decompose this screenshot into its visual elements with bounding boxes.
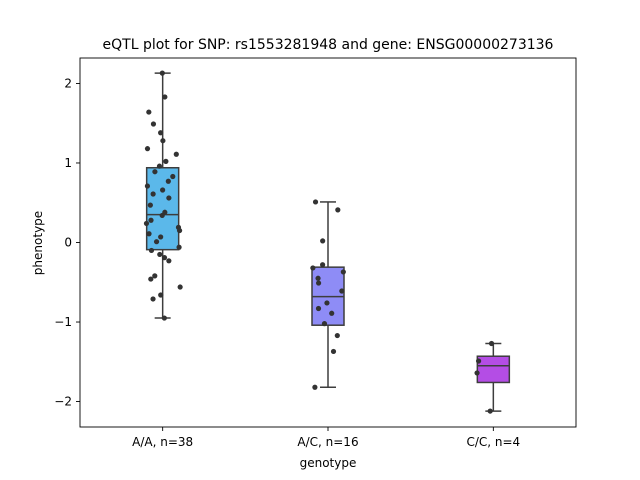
data-point — [148, 247, 155, 254]
data-point — [330, 348, 337, 355]
data-point — [152, 169, 158, 175]
data-point — [487, 408, 493, 414]
data-point — [160, 187, 166, 193]
data-point — [156, 163, 163, 169]
data-point — [147, 202, 153, 208]
data-point — [173, 151, 179, 157]
data-point — [312, 199, 319, 205]
data-point — [146, 231, 152, 237]
y-tick-label: 1 — [64, 156, 72, 170]
y-axis-label: phenotype — [31, 211, 45, 275]
data-point — [170, 173, 176, 180]
data-point — [144, 183, 151, 189]
data-point — [153, 239, 160, 245]
x-tick-label: A/A, n=38 — [132, 435, 193, 449]
data-point — [315, 305, 322, 312]
chart-title: eQTL plot for SNP: rs1553281948 and gene… — [103, 37, 554, 53]
data-point — [159, 212, 165, 219]
data-point — [320, 262, 326, 268]
data-point — [339, 288, 345, 294]
data-point — [340, 269, 346, 275]
data-point — [152, 273, 158, 279]
data-point — [474, 370, 480, 376]
data-point — [150, 296, 156, 302]
data-point — [329, 310, 335, 316]
data-point — [144, 146, 151, 152]
data-point — [159, 70, 165, 76]
data-point — [488, 340, 495, 347]
data-point — [315, 280, 322, 286]
iqr-box — [476, 355, 511, 384]
data-point — [161, 315, 167, 321]
data-point — [150, 121, 157, 127]
data-point — [157, 251, 163, 258]
data-point — [166, 258, 172, 264]
x-tick-label: A/C, n=16 — [297, 435, 358, 449]
y-tick-label: −2 — [54, 395, 72, 409]
data-point — [165, 178, 171, 184]
data-point — [315, 275, 321, 281]
data-point — [161, 255, 168, 261]
data-point — [162, 94, 168, 100]
data-point — [150, 191, 156, 197]
data-point — [158, 292, 164, 298]
data-point — [143, 220, 150, 227]
data-point — [312, 384, 318, 390]
data-point — [148, 217, 154, 223]
data-point — [176, 227, 183, 234]
data-point — [166, 195, 172, 201]
data-point — [475, 358, 482, 364]
data-point — [158, 234, 164, 240]
x-axis-label: genotype — [300, 456, 357, 470]
data-point — [146, 109, 152, 115]
data-point — [335, 207, 341, 213]
data-point — [176, 244, 182, 250]
data-point — [320, 238, 326, 244]
data-point — [321, 321, 328, 327]
x-tick-label: C/C, n=4 — [466, 435, 520, 449]
data-point — [160, 138, 166, 144]
data-point — [163, 158, 169, 164]
data-point — [158, 130, 164, 136]
y-tick-label: 0 — [64, 236, 72, 250]
data-point — [324, 300, 330, 306]
y-tick-label: 2 — [64, 76, 72, 90]
data-point — [148, 276, 154, 282]
data-point — [310, 265, 316, 271]
data-point — [334, 332, 340, 339]
y-tick-label: −1 — [54, 315, 72, 329]
data-point — [177, 284, 183, 290]
